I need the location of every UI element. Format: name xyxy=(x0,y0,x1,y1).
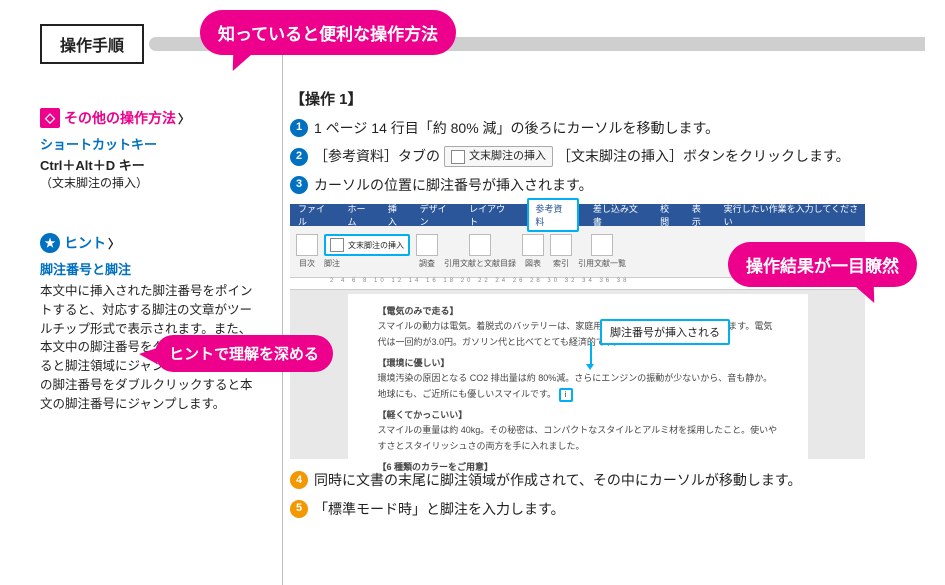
tab-design[interactable]: デザイン xyxy=(420,202,455,228)
ribbon-group-toc[interactable]: 目次 xyxy=(296,234,318,269)
doc-sec3: スマイルの重量は約 40kg。その秘密は、コンパクトなスタイルとアルミ材を採用し… xyxy=(378,425,778,450)
step-3: 3 カーソルの位置に脚注番号が挿入されます。 xyxy=(290,174,925,196)
ribbon-tabs: ファイル ホーム 挿入 デザイン レイアウト 参考資料 差し込み文書 校閲 表示… xyxy=(290,204,865,226)
footnote-mark: i xyxy=(559,388,573,402)
step-num-5: 5 xyxy=(290,500,308,518)
sidebar: ◇ その他の操作方法 〉 ショートカットキー Ctrl＋Alt＋D キー （文末… xyxy=(40,88,270,526)
tab-references[interactable]: 参考資料 xyxy=(527,198,578,232)
endnote-icon xyxy=(451,150,465,164)
ribbon-group-index[interactable]: 索引 xyxy=(550,234,572,269)
insert-endnote-button[interactable]: 文末脚注の挿入 xyxy=(324,234,410,256)
hint-sub: 脚注番号と脚注 xyxy=(40,259,260,278)
step-num-3: 3 xyxy=(290,176,308,194)
hint-badge: ★ ヒント 〉 xyxy=(40,233,120,253)
doc-sec3-h: 【軽くてかっこいい】 xyxy=(378,410,468,420)
annotation-arrow-line xyxy=(590,342,592,364)
ribbon-group-research[interactable]: 調査 xyxy=(416,234,438,269)
callout-hint: ヒントで理解を深める xyxy=(155,335,333,372)
chevron-right-icon: 〉 xyxy=(178,110,190,127)
ribbon-group-captions[interactable]: 図表 xyxy=(522,234,544,269)
callout-result: 操作結果が一目瞭然 xyxy=(728,242,917,287)
inline-endnote-button[interactable]: 文末脚注の挿入 xyxy=(444,146,553,168)
tab-view[interactable]: 表示 xyxy=(692,202,710,228)
step-num-4: 4 xyxy=(290,471,308,489)
step-1: 1 1 ページ 14 行目「約 80% 減」の後ろにカーソルを移動します。 xyxy=(290,117,925,139)
tell-me[interactable]: 実行したい作業を入力してください xyxy=(724,202,865,228)
tab-mailings[interactable]: 差し込み文書 xyxy=(593,202,646,228)
tab-review[interactable]: 校閲 xyxy=(660,202,678,228)
ribbon-group-toa[interactable]: 引用文献一覧 xyxy=(578,234,626,269)
document-area: 【電気のみで走る】 スマイルの動力は電気。着脱式のバッテリーは、家庭用のコンセン… xyxy=(290,290,865,459)
step-2: 2 ［参考資料］タブの 文末脚注の挿入 ［文末脚注の挿入］ボタンをクリックします… xyxy=(290,145,925,167)
tab-file[interactable]: ファイル xyxy=(298,202,333,228)
page-title: 操作手順 xyxy=(40,24,144,64)
step-num-1: 1 xyxy=(290,119,308,137)
doc-sec1-h: 【電気のみで走る】 xyxy=(378,306,459,316)
annotation-footnote-inserted: 脚注番号が挿入される xyxy=(600,319,730,345)
ribbon-group-citations[interactable]: 引用文献と文献目録 xyxy=(444,234,516,269)
star-icon: ★ xyxy=(40,233,60,253)
shortcut-heading: ショートカットキー xyxy=(40,134,260,153)
other-ops-badge: ◇ その他の操作方法 〉 xyxy=(40,108,190,128)
shortcut-key: Ctrl＋Alt＋D キー xyxy=(40,155,260,174)
header-row: 操作手順 xyxy=(40,20,925,68)
step-5: 5 「標準モード時」と脚注を入力します。 xyxy=(290,498,925,520)
document-page: 【電気のみで走る】 スマイルの動力は電気。着脱式のバッテリーは、家庭用のコンセン… xyxy=(348,294,808,459)
doc-sec2: 環境汚染の原因となる CO2 排出量は約 80%減。さらにエンジンの振動が少ない… xyxy=(378,373,773,398)
doc-sec4-h: 【6 種類のカラーをご用意】 xyxy=(378,462,494,472)
main-content: 【操作 1】 1 1 ページ 14 行目「約 80% 減」の後ろにカーソルを移動… xyxy=(270,88,925,526)
ribbon-group-footnote-label: 脚注 xyxy=(324,258,410,269)
shortcut-desc: （文末脚注の挿入） xyxy=(40,174,260,191)
tab-insert[interactable]: 挿入 xyxy=(388,202,406,228)
operation-heading: 【操作 1】 xyxy=(290,88,925,109)
callout-top: 知っていると便利な操作方法 xyxy=(200,10,456,55)
tab-home[interactable]: ホーム xyxy=(347,202,373,228)
annotation-arrowhead xyxy=(586,364,594,370)
diamond-icon: ◇ xyxy=(40,108,60,128)
chevron-right-icon: 〉 xyxy=(108,235,120,252)
tab-layout[interactable]: レイアウト xyxy=(469,202,513,228)
step-num-2: 2 xyxy=(290,148,308,166)
doc-sec2-h: 【環境に優しい】 xyxy=(378,358,450,368)
